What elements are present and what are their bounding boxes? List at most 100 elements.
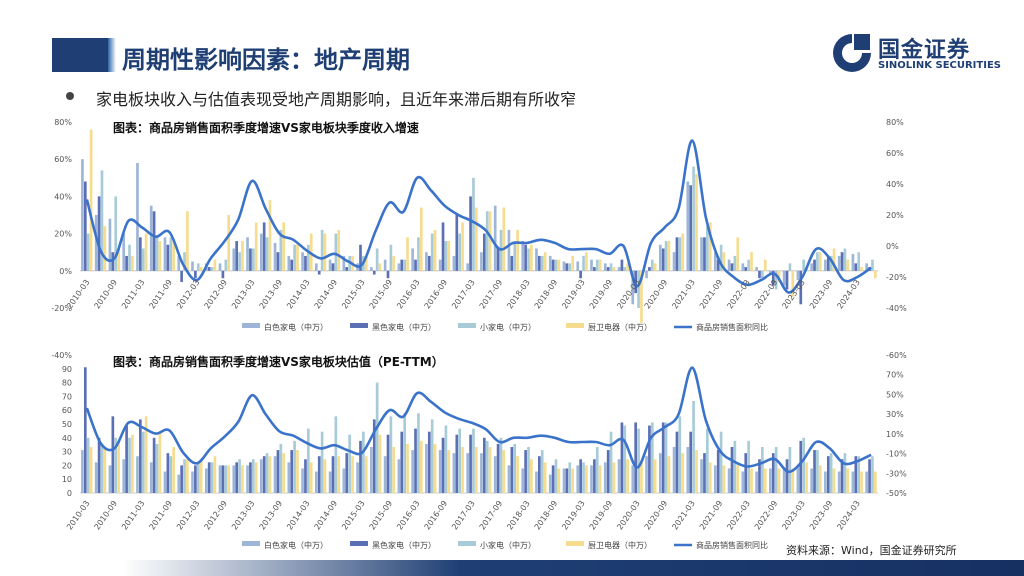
bar-small_appliance <box>554 459 558 493</box>
bar-black_goods <box>317 456 321 493</box>
bar-kitchen <box>337 456 341 493</box>
bar-white_goods <box>81 450 84 493</box>
bar-white_goods <box>645 270 648 279</box>
bar-white_goods <box>246 465 249 493</box>
bar-black_goods <box>207 462 211 493</box>
bar-white_goods <box>672 447 676 493</box>
bar-black_goods <box>482 233 486 271</box>
bar-kitchen <box>117 440 120 493</box>
bar-white_goods <box>576 261 580 271</box>
bar-black_goods <box>799 270 803 305</box>
bar-kitchen <box>144 416 148 493</box>
left-axis-tick-label: 60 <box>62 406 72 415</box>
bar-small_appliance <box>678 237 682 271</box>
bar-white_goods <box>603 462 607 493</box>
x-tick-label: 2020-09 <box>643 499 670 532</box>
logo-text-en: SINOLINK SECURITIES <box>878 60 1001 71</box>
bar-white_goods <box>700 237 703 271</box>
bar-kitchen <box>406 443 409 493</box>
bar-white_goods <box>204 468 208 493</box>
bar-black_goods <box>730 263 734 271</box>
bar-kitchen <box>626 459 630 493</box>
bar-kitchen <box>516 456 519 493</box>
bar-black_goods <box>276 450 280 493</box>
bar-black_goods <box>194 270 197 279</box>
bar-black_goods <box>826 456 830 493</box>
bar-white_goods <box>122 233 126 271</box>
bar-kitchen <box>461 447 464 493</box>
bar-small_appliance <box>307 244 310 271</box>
bar-black_goods <box>565 263 569 271</box>
bar-white_goods <box>315 471 318 493</box>
bar-white_goods <box>851 254 855 271</box>
bar-small_appliance <box>128 437 131 493</box>
bar-small_appliance <box>582 255 585 271</box>
x-tick-label: 2011-03 <box>120 278 147 311</box>
bar-black_goods <box>386 270 390 279</box>
x-tick-label: 2010-03 <box>65 278 92 311</box>
bar-black_goods <box>97 437 101 493</box>
bar-kitchen <box>433 443 437 493</box>
legend-bar-swatch <box>566 323 584 328</box>
right-axis-tick-label: -60% <box>886 351 907 360</box>
bar-kitchen <box>818 252 822 271</box>
bar-small_appliance <box>155 237 159 271</box>
bar-black_goods <box>83 367 87 493</box>
bar-white_goods <box>191 261 194 271</box>
bar-black_goods <box>262 222 266 271</box>
bar-white_goods <box>631 465 635 493</box>
bar-black_goods <box>331 456 335 493</box>
bar-small_appliance <box>733 255 737 271</box>
bottom-band <box>0 560 1024 576</box>
bar-black_goods <box>551 259 555 271</box>
bar-white_goods <box>177 474 181 493</box>
bar-white_goods <box>177 255 181 271</box>
legend-bar-swatch <box>350 323 368 328</box>
bar-small_appliance <box>155 443 159 493</box>
bar-black_goods <box>689 185 693 271</box>
bar-black_goods <box>345 453 349 493</box>
bar-small_appliance <box>403 413 406 493</box>
bar-small_appliance <box>802 259 805 271</box>
bar-kitchen <box>695 174 698 271</box>
x-tick-label: 2022-09 <box>753 499 780 532</box>
bar-kitchen <box>309 462 313 493</box>
bar-white_goods <box>837 471 841 493</box>
bar-small_appliance <box>265 237 269 271</box>
x-tick-label: 2013-09 <box>258 278 285 311</box>
bar-black_goods <box>496 443 500 493</box>
x-tick-label: 2018-09 <box>533 499 560 532</box>
bar-kitchen <box>488 447 492 493</box>
bar-small_appliance <box>128 244 131 271</box>
bar-small_appliance <box>485 440 489 493</box>
bar-black_goods <box>648 267 651 271</box>
source-note: 资料来源：Wind，国金证券研究所 <box>786 544 957 557</box>
bar-black_goods <box>111 252 115 271</box>
bar-kitchen <box>846 259 850 271</box>
x-tick-label: 2020-09 <box>643 278 670 311</box>
bar-black_goods <box>221 465 225 493</box>
bar-small_appliance <box>843 248 847 271</box>
bar-white_goods <box>700 459 703 493</box>
bar-small_appliance <box>86 233 90 271</box>
bar-white_goods <box>617 267 621 271</box>
bar-white_goods <box>259 459 263 493</box>
bar-small_appliance <box>210 267 214 271</box>
bar-black_goods <box>125 425 128 493</box>
bar-white_goods <box>548 255 552 271</box>
bar-white_goods <box>727 468 731 493</box>
bar-white_goods <box>218 263 222 271</box>
bar-kitchen <box>433 229 437 271</box>
bar-small_appliance <box>320 229 324 271</box>
bar-black_goods <box>331 263 335 271</box>
valuation-chart: 图表：商品房销售面积季度增速VS家电板块估值（PE-TTM） -40% 90 80 70… <box>51 351 907 550</box>
chart-title: 图表：商品房销售面积季度增速VS家电板块估值（PE-TTM） <box>113 354 444 369</box>
bar-small_appliance <box>650 422 654 493</box>
bar-black_goods <box>675 431 679 493</box>
x-tick-label: 2011-09 <box>148 278 175 311</box>
bar-white_goods <box>548 474 552 493</box>
x-tick-label: 2012-03 <box>175 499 202 532</box>
bar-kitchen <box>832 468 836 493</box>
page-title: 周期性影响因素：地产周期 <box>122 46 410 74</box>
x-tick-label: 2011-03 <box>120 499 147 532</box>
